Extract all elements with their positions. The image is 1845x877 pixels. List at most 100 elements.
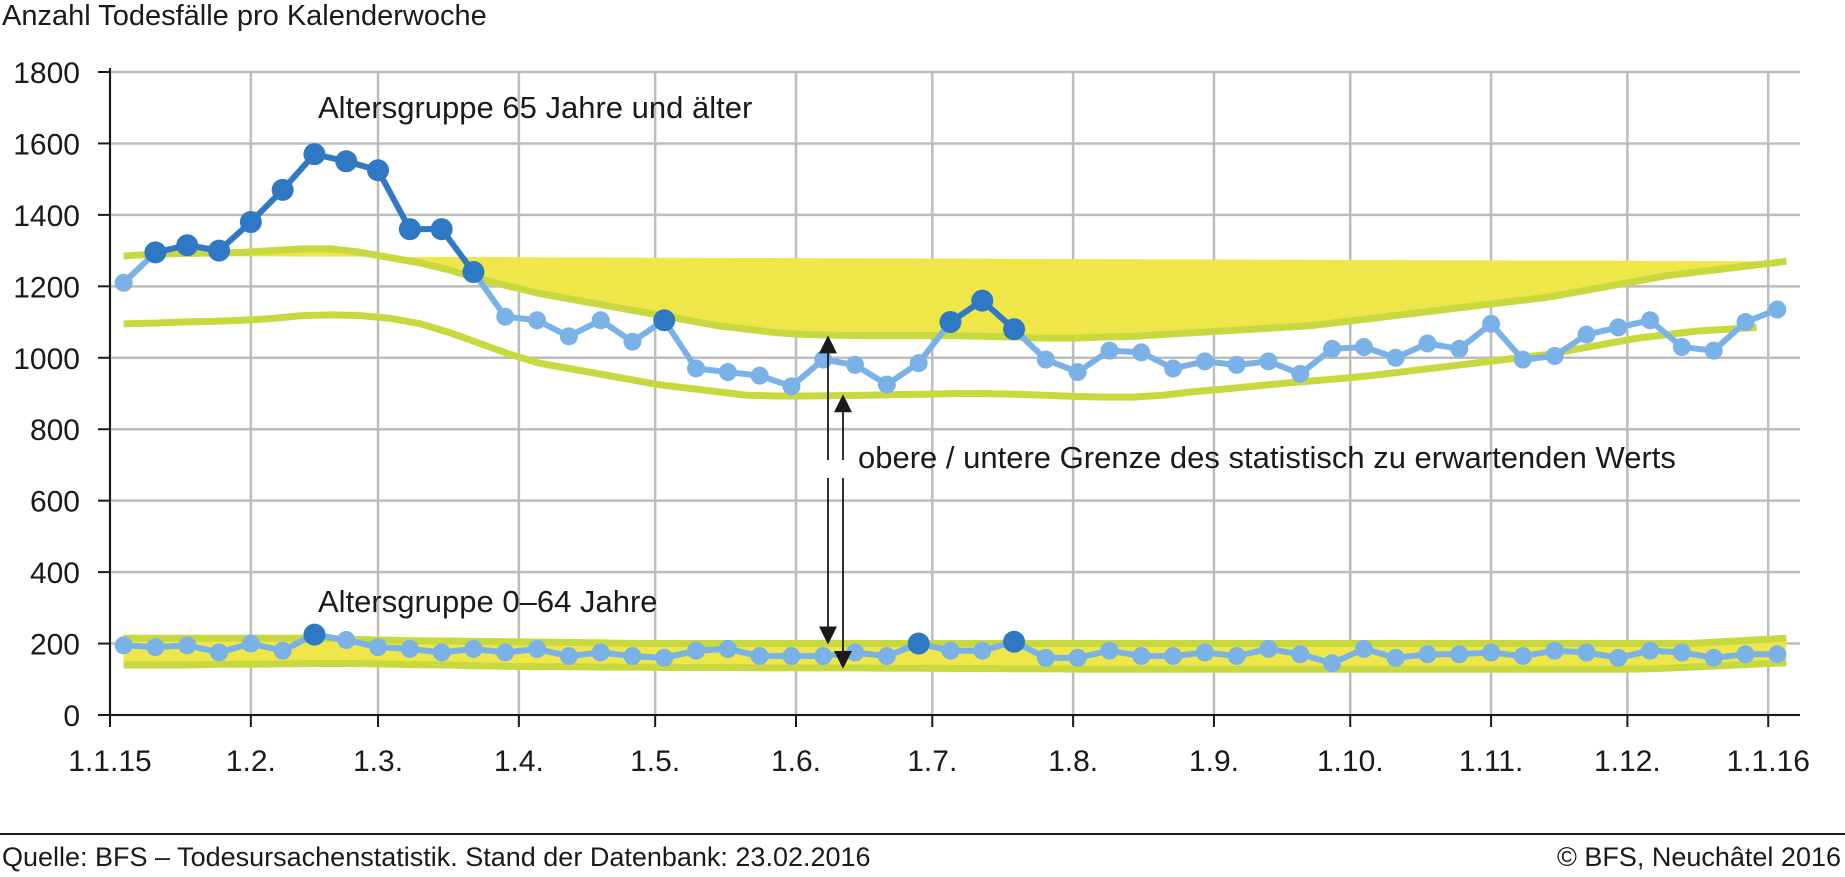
series-0-point: [144, 241, 167, 264]
series-1-point: [432, 643, 451, 662]
series-0-point: [1672, 338, 1691, 357]
series: [114, 143, 1787, 673]
series-0-point: [1641, 311, 1660, 330]
x-tick-label: 1.1.15: [68, 745, 151, 778]
series-1-point: [400, 639, 419, 658]
annotations: Altersgruppe 65 Jahre und älter Altersgru…: [318, 90, 1676, 669]
series-1-point: [528, 639, 547, 658]
series-1-point: [337, 630, 356, 649]
series-0-point: [750, 366, 769, 385]
series-1-point: [1545, 641, 1564, 660]
band-lower-edge-0: [123, 311, 1757, 401]
series-0-point: [909, 354, 928, 373]
series-1-point: [303, 623, 326, 646]
x-tick-label: 1.1.16: [1726, 745, 1809, 778]
series-0-point: [335, 150, 358, 173]
series-0-point: [653, 309, 676, 332]
series-0-point: [1736, 313, 1755, 332]
series-0-point: [718, 363, 737, 382]
series-1-point: [496, 643, 515, 662]
series-0-point: [1513, 350, 1532, 369]
series-1-point: [1482, 643, 1501, 662]
series-0-point: [1418, 334, 1437, 353]
y-tick-label: 1800: [13, 57, 80, 90]
series-1-point: [1768, 645, 1787, 664]
band-lower-edge-1: [123, 659, 1787, 673]
series-0-point: [1132, 343, 1151, 362]
series-0-point: [208, 239, 231, 262]
source-note: Quelle: BFS – Todesursachenstatistik. St…: [2, 842, 871, 872]
series-1-point: [1418, 645, 1437, 664]
copyright: © BFS, Neuchâtel 2016: [1556, 842, 1841, 872]
series-1-point: [1609, 648, 1628, 667]
series-0-point: [1323, 339, 1342, 358]
axes: 0 200 400 600 800 1000 1200 1400 1600 1800 1.1.15 1…: [13, 57, 1810, 778]
series-1-point: [941, 641, 960, 660]
y-tick-label: 400: [30, 557, 80, 590]
series-1-point: [1672, 643, 1691, 662]
series-1-point: [1450, 645, 1469, 664]
series-0-point: [1704, 341, 1723, 360]
y-tick-label: 600: [30, 486, 80, 519]
series-0-point: [1227, 355, 1246, 374]
series-1-point: [241, 634, 260, 653]
series-0-point: [1100, 341, 1119, 360]
series-1-point: [687, 641, 706, 660]
y-tick-label: 1200: [13, 271, 80, 304]
series-1-point: [1513, 647, 1532, 666]
series-0-point: [971, 289, 994, 312]
series-1-point: [846, 643, 865, 662]
annotation-arrow-gap: [818, 455, 844, 481]
series-1-point: [591, 643, 610, 662]
series-0-point: [1036, 350, 1055, 369]
x-tick-label: 1.5.: [630, 745, 680, 778]
x-tick-label: 1.9.: [1189, 745, 1239, 778]
series-1-point: [1354, 639, 1373, 658]
x-tick-label: 1.2.: [226, 745, 276, 778]
series-0-point: [1482, 314, 1501, 333]
y-tick-label: 1400: [13, 200, 80, 233]
series-1-point: [1736, 645, 1755, 664]
series-0-point: [591, 311, 610, 330]
series-1-point: [1704, 648, 1723, 667]
series-1-point: [814, 647, 833, 666]
series-1-point: [718, 639, 737, 658]
series-0-point: [846, 355, 865, 374]
series-0-point: [367, 159, 390, 182]
series-1-point: [877, 647, 896, 666]
series-1-point: [114, 636, 133, 655]
series-1-point: [1291, 645, 1310, 664]
series-0-point: [528, 311, 547, 330]
x-tick-label: 1.10.: [1317, 745, 1384, 778]
series-0-point: [623, 332, 642, 351]
y-tick-label: 1000: [13, 343, 80, 376]
series-0-point: [814, 350, 833, 369]
x-tick-label: 1.3.: [353, 745, 403, 778]
series-1-point: [1323, 654, 1342, 673]
x-tick-label: 1.11.: [1459, 745, 1524, 778]
series-0-point: [939, 311, 962, 334]
series-1-point: [655, 648, 674, 667]
footer-rule: [0, 833, 1845, 835]
series-0-point: [430, 218, 453, 241]
series-0-segment: [375, 167, 413, 233]
series-0-point: [1450, 339, 1469, 358]
annotation-65-plus: Altersgruppe 65 Jahre und älter: [318, 90, 752, 125]
series-1-point: [1641, 641, 1660, 660]
series-0-point: [1768, 300, 1787, 319]
series-1-point: [1577, 643, 1596, 662]
annotation-0-64: Altersgruppe 0–64 Jahre: [318, 584, 658, 619]
series-1-point: [750, 647, 769, 666]
series-0-point: [1577, 325, 1596, 344]
y-tick-label: 1600: [13, 128, 80, 161]
series-0-point: [176, 234, 199, 257]
y-tick-label: 0: [63, 700, 80, 733]
y-tick-label: 200: [30, 629, 80, 662]
series-0-point: [687, 359, 706, 378]
series-0-point: [496, 307, 515, 326]
series-1-point: [369, 638, 388, 657]
series-0-point: [1003, 318, 1026, 341]
series-0-point: [1068, 363, 1087, 382]
series-1-point: [210, 643, 229, 662]
series-0-point: [877, 375, 896, 394]
